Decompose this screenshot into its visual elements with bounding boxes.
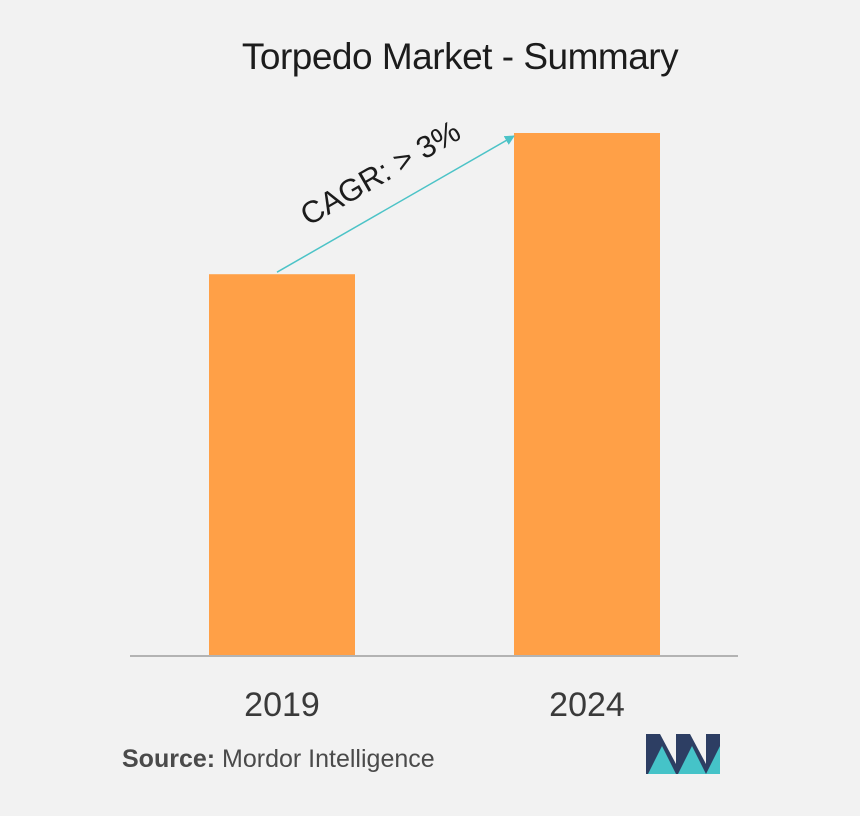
bars-layer [209, 133, 660, 656]
x-tick-label-2024: 2024 [549, 686, 625, 724]
bar-2019 [209, 274, 355, 656]
x-tick-label-2019: 2019 [244, 686, 320, 724]
cagr-arrow [276, 135, 515, 273]
source-label: Source: [122, 745, 216, 773]
source-value: Mordor Intelligence [222, 745, 435, 773]
bar-2024 [514, 133, 660, 656]
source-line: Source: Mordor Intelligence [122, 745, 435, 774]
chart-title: Torpedo Market - Summary [241, 36, 679, 77]
cagr-annotation: CAGR: > 3% [294, 113, 466, 232]
mordor-intelligence-logo-icon [646, 734, 720, 774]
x-tick-labels: 2019 2024 [244, 686, 625, 724]
